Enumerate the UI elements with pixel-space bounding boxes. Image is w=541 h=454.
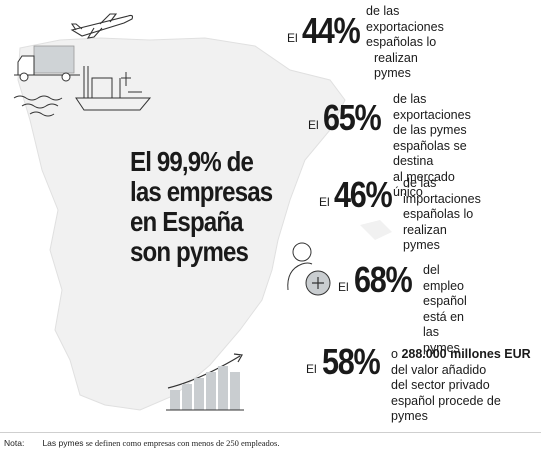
- stat-percent: 68%: [354, 259, 413, 300]
- footnote-label: Nota:: [4, 438, 25, 448]
- stat-description: de las exportaciones españolas lo realiz…: [366, 4, 444, 82]
- truck-icon: [14, 45, 80, 82]
- desc-line: exportaciones: [366, 19, 444, 34]
- desc-line: del valor añadido: [391, 362, 487, 377]
- stat-prefix: El: [338, 280, 349, 294]
- growth-chart-icon: [166, 353, 244, 411]
- desc-line: las pymes: [423, 325, 460, 355]
- desc-line: del empleo: [423, 263, 464, 293]
- stat-description: de las exportaciones de las pymes españo…: [393, 92, 471, 201]
- desc-line: español procede de: [391, 393, 501, 408]
- headline-line: son pymes: [130, 236, 249, 267]
- footnote-term: Las pymes: [42, 438, 84, 448]
- desc-line: importaciones: [403, 191, 481, 206]
- ship-icon: [13, 66, 152, 117]
- headline-line: las empresas: [130, 176, 273, 207]
- spain-silhouette: [17, 37, 346, 411]
- desc-highlight: 288.000 millones EUR: [401, 347, 531, 361]
- stat-prefix: El: [287, 31, 298, 45]
- desc-line: realizan pymes: [374, 50, 418, 81]
- headline-line: El 99,9% de: [130, 146, 254, 177]
- desc-line: al mercado único: [393, 169, 455, 200]
- desc-line: españolas lo: [366, 35, 437, 49]
- stat-description: de las importaciones españolas lo realiz…: [403, 176, 481, 254]
- stat-description: del empleo español está en las pymes: [423, 263, 467, 356]
- desc-line: de las pymes: [393, 123, 467, 137]
- desc-line: españolas lo: [403, 207, 474, 221]
- stat-percent: 46%: [334, 174, 393, 215]
- headline: El 99,9% de las empresas en España son p…: [130, 147, 302, 267]
- airplane-icon: [70, 13, 134, 39]
- desc-line: realizan pymes: [403, 222, 447, 253]
- desc-line: de las: [403, 176, 437, 190]
- stat-percent: 44%: [302, 10, 361, 51]
- desc-line: españolas se destina: [393, 138, 467, 169]
- footnote: Nota: Las pymes se definen como empresas…: [4, 438, 279, 448]
- desc-line: pymes: [391, 409, 428, 423]
- footnote-text: se definen como empresas con menos de 25…: [85, 438, 280, 448]
- stat-description: o 288.000 millones EUR del valor añadido…: [391, 347, 531, 425]
- stat-percent: 58%: [322, 341, 381, 382]
- stat-percent: 65%: [323, 97, 382, 138]
- desc-prefix: o: [391, 347, 398, 361]
- person-plus-icon: [287, 242, 331, 296]
- footer-divider: [0, 432, 541, 433]
- desc-line: o 288.000 millones EUR del valor añadido: [391, 347, 531, 378]
- desc-line: del sector privado: [391, 378, 490, 392]
- headline-line: en España: [130, 206, 244, 237]
- balearic-island: [360, 220, 392, 240]
- stat-prefix: El: [319, 195, 330, 209]
- desc-line: de las: [366, 4, 400, 18]
- stat-prefix: El: [308, 118, 319, 132]
- desc-line: de las exportaciones: [393, 92, 471, 122]
- stat-prefix: El: [306, 362, 317, 376]
- desc-line: español está en: [423, 294, 467, 324]
